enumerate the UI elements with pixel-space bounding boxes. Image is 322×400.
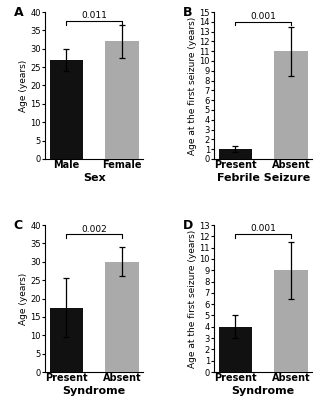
Bar: [105, 41, 139, 159]
Bar: [50, 60, 83, 159]
X-axis label: Sex: Sex: [83, 173, 106, 183]
Text: 0.002: 0.002: [81, 224, 107, 234]
Y-axis label: Age (years): Age (years): [18, 59, 27, 112]
Bar: [274, 51, 308, 159]
Text: B: B: [183, 6, 192, 19]
X-axis label: Syndrome: Syndrome: [63, 386, 126, 396]
Text: 0.011: 0.011: [81, 12, 107, 20]
Bar: [274, 270, 308, 372]
Y-axis label: Age (years): Age (years): [18, 272, 27, 325]
X-axis label: Syndrome: Syndrome: [232, 386, 295, 396]
Bar: [50, 308, 83, 372]
Text: C: C: [14, 219, 23, 232]
Text: D: D: [183, 219, 193, 232]
Bar: [105, 262, 139, 372]
Bar: [219, 327, 252, 372]
Bar: [219, 149, 252, 159]
Text: 0.001: 0.001: [250, 224, 276, 233]
Text: 0.001: 0.001: [250, 12, 276, 21]
Text: A: A: [14, 6, 23, 19]
Y-axis label: Age at the first seizure (years): Age at the first seizure (years): [187, 230, 196, 368]
Y-axis label: Age at the first seizure (years): Age at the first seizure (years): [187, 16, 196, 154]
X-axis label: Febrile Seizure: Febrile Seizure: [217, 173, 310, 183]
